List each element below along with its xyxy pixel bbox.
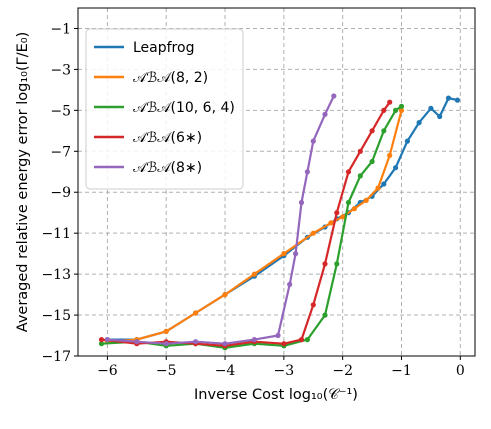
data-point [222, 292, 228, 298]
legend-label: Leapfrog [133, 40, 194, 56]
y-tick-label: −7 [50, 144, 71, 160]
data-point [398, 103, 405, 109]
data-point [281, 341, 287, 347]
y-axis-label: Averaged relative energy error log₁₀(Γ/E… [15, 32, 31, 333]
data-point [387, 99, 393, 105]
data-point [98, 337, 105, 343]
data-point [163, 328, 169, 334]
data-point [393, 107, 399, 113]
y-tick-label: −13 [41, 267, 71, 283]
x-tick-label: −6 [97, 363, 118, 379]
y-tick-label: −17 [41, 349, 71, 365]
series-layer [98, 93, 460, 351]
data-point [381, 128, 387, 134]
data-point [328, 220, 334, 226]
data-point [281, 251, 287, 257]
legend-box [85, 28, 244, 190]
data-point [381, 181, 387, 187]
legend-label: 𝒜ℬ𝒜(8, 2) [133, 70, 208, 86]
data-point [304, 337, 310, 343]
data-point [331, 93, 337, 99]
data-point [193, 310, 199, 316]
data-point [369, 158, 375, 165]
legend-label: 𝒜ℬ𝒜(10, 6, 4) [133, 100, 235, 116]
data-point [404, 138, 410, 144]
y-tick-label: −9 [50, 185, 71, 201]
data-point [287, 281, 293, 287]
data-point [251, 271, 257, 277]
data-point [193, 339, 199, 345]
data-point [334, 210, 340, 216]
data-point [398, 107, 405, 113]
data-point [104, 337, 110, 343]
data-point [363, 197, 369, 203]
y-tick-label: −15 [41, 308, 71, 324]
x-tick-label: −1 [391, 363, 412, 379]
data-point [445, 95, 452, 101]
y-tick-label: −5 [50, 103, 71, 119]
legend-label: 𝒜ℬ𝒜(8∗) [133, 160, 202, 176]
data-point [369, 128, 375, 134]
x-tick-label: −4 [215, 363, 236, 379]
data-point [310, 230, 316, 236]
data-point [275, 332, 281, 339]
data-point [322, 312, 328, 318]
data-point [310, 302, 316, 308]
legend: Leapfrog 𝒜ℬ𝒜(8, 2) 𝒜ℬ𝒜(10, 6, 4) 𝒜ℬ𝒜(6∗) 𝒜ℬ𝒜… [85, 28, 244, 190]
data-point [322, 111, 328, 117]
data-point [322, 261, 328, 267]
data-point [304, 169, 310, 175]
data-point [454, 97, 460, 103]
data-point [345, 199, 352, 206]
plot-frame [77, 7, 476, 357]
x-tick-label: −2 [332, 363, 353, 379]
data-point [393, 165, 399, 171]
data-point [416, 120, 422, 126]
data-point [334, 261, 340, 267]
x-axis-ticks: −6 −5 −4 −3 −2 −1 0 [97, 356, 465, 379]
data-point [251, 337, 257, 343]
data-point [375, 185, 381, 191]
x-axis-label: Inverse Cost log₁₀(𝒞⁻¹) [194, 387, 358, 403]
x-tick-label: −5 [156, 363, 177, 379]
data-point [98, 341, 105, 347]
data-point [428, 105, 434, 111]
y-tick-label: −3 [50, 62, 71, 78]
legend-label: 𝒜ℬ𝒜(6∗) [133, 130, 202, 146]
series-line [107, 95, 335, 345]
data-point [357, 173, 363, 179]
data-point [340, 214, 346, 220]
data-point [134, 339, 140, 345]
data-point [345, 169, 352, 175]
x-tick-label: 0 [456, 363, 465, 379]
data-point [310, 138, 316, 144]
data-point [351, 206, 357, 212]
data-point [298, 199, 305, 206]
series-line [101, 105, 403, 349]
data-point [387, 152, 393, 158]
y-tick-label: −1 [50, 21, 71, 37]
data-point [357, 148, 363, 154]
data-point [298, 337, 305, 343]
data-point [222, 341, 228, 347]
data-point [293, 251, 299, 257]
y-tick-label: −11 [41, 226, 71, 242]
x-tick-label: −3 [274, 363, 295, 379]
y-axis-ticks: −17 −15 −13 −11 −9 −7 −5 −3 −1 [41, 21, 78, 365]
data-point [381, 107, 387, 113]
data-point [163, 341, 169, 347]
data-point [437, 113, 443, 120]
